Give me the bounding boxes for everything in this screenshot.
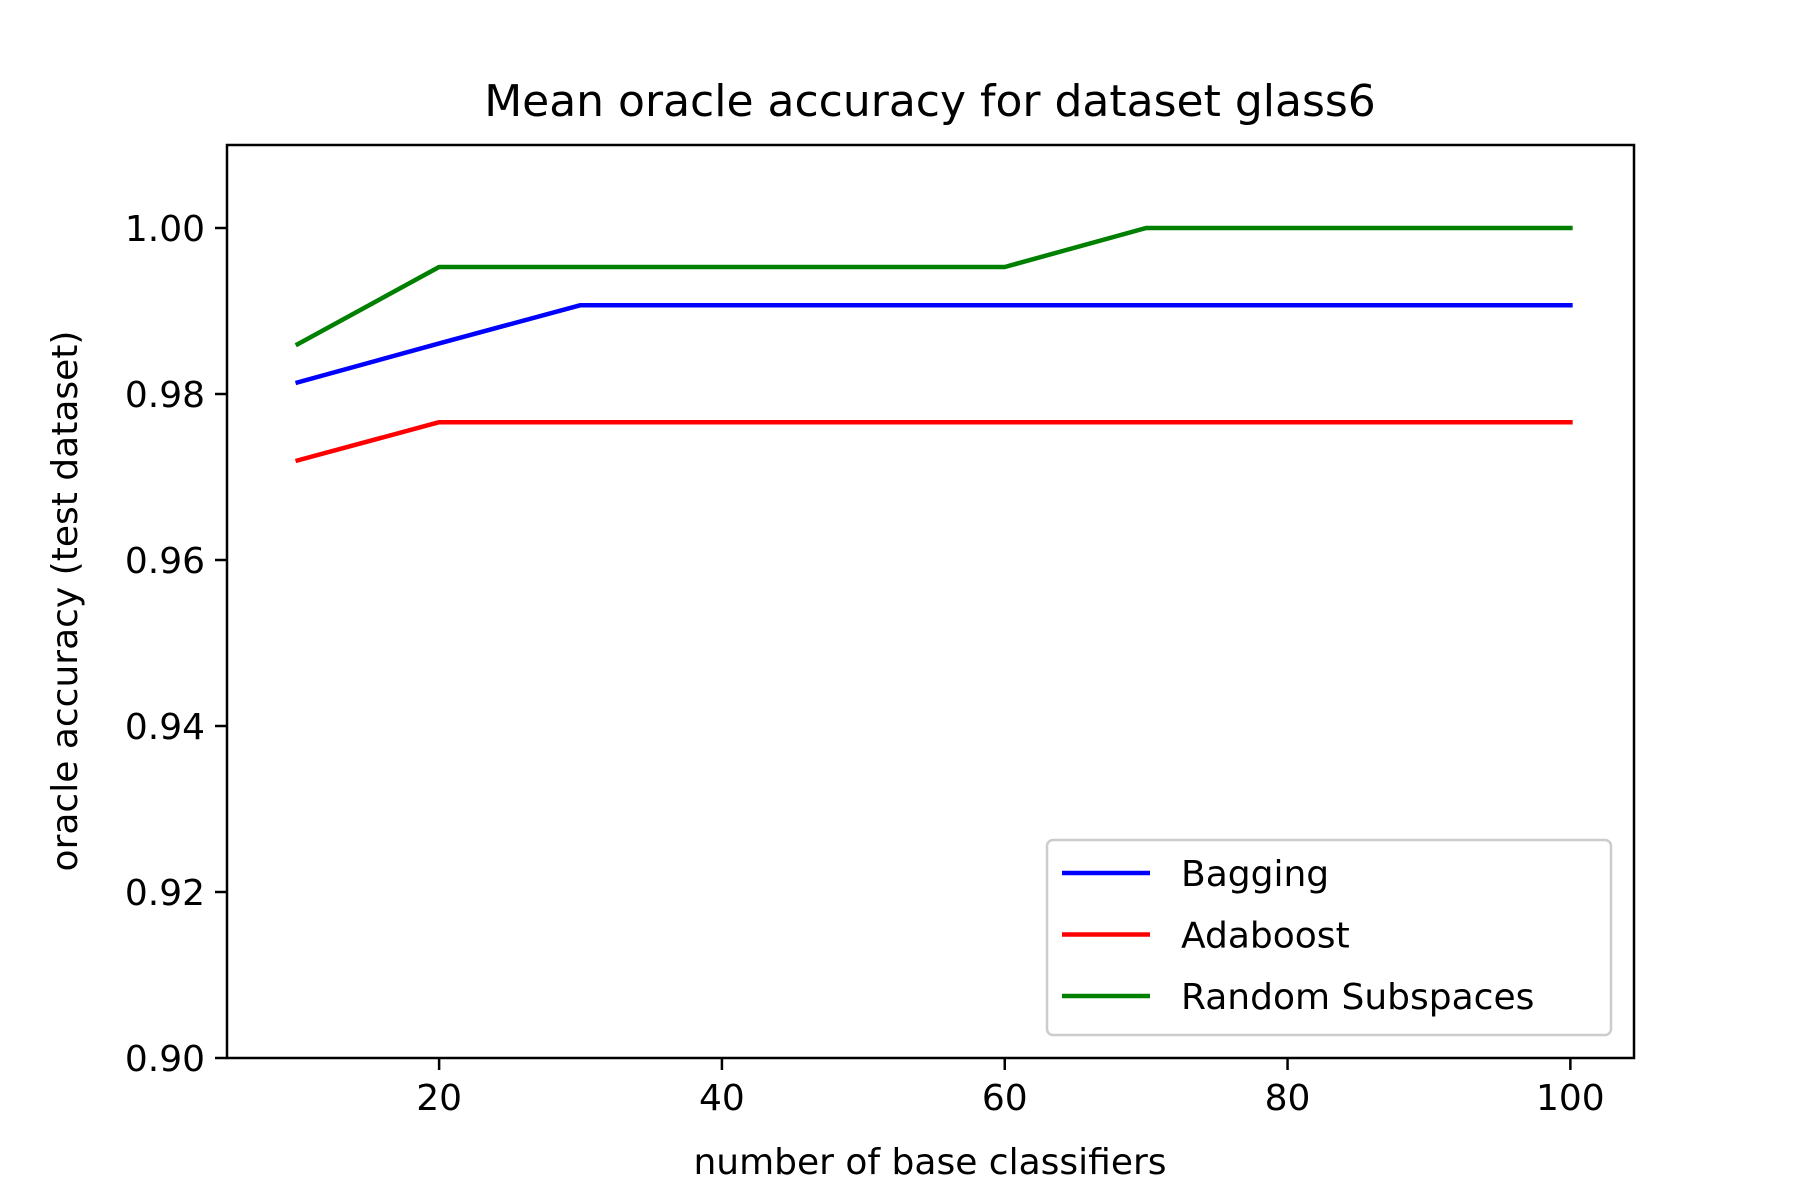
x-axis-label: number of base classifiers bbox=[693, 1142, 1166, 1183]
x-tick-label: 100 bbox=[1536, 1078, 1605, 1119]
y-tick-label: 0.92 bbox=[125, 873, 205, 914]
x-tick-label: 40 bbox=[699, 1078, 745, 1119]
y-tick-label: 0.98 bbox=[125, 375, 205, 416]
y-tick-label: 0.90 bbox=[125, 1039, 205, 1080]
x-axis: 20 40 60 80 100 bbox=[416, 1058, 1605, 1119]
series-layer bbox=[294, 225, 1573, 464]
y-tick-label: 0.96 bbox=[125, 541, 205, 582]
y-tick-label: 1.00 bbox=[125, 209, 205, 250]
legend-label: Random Subspaces bbox=[1181, 977, 1534, 1018]
legend-label: Adaboost bbox=[1181, 916, 1350, 957]
plot-frame bbox=[225, 143, 1636, 1060]
legend-label: Bagging bbox=[1181, 854, 1329, 895]
chart-title: Mean oracle accuracy for dataset glass6 bbox=[484, 76, 1376, 127]
series-line-bagging bbox=[294, 302, 1573, 386]
series-line-adaboost bbox=[294, 419, 1573, 464]
y-axis-label: oracle accuracy (test dataset) bbox=[45, 331, 86, 872]
y-tick-label: 0.94 bbox=[125, 707, 205, 748]
x-tick-label: 60 bbox=[982, 1078, 1028, 1119]
legend-box bbox=[1045, 838, 1613, 1037]
series-line-random-subspaces bbox=[294, 225, 1573, 348]
x-tick-label: 20 bbox=[416, 1078, 462, 1119]
legend: Bagging Adaboost Random Subspaces bbox=[1045, 838, 1613, 1037]
x-tick-label: 80 bbox=[1265, 1078, 1311, 1119]
y-axis: 0.90 0.92 0.94 0.96 0.98 1.00 bbox=[125, 209, 227, 1080]
